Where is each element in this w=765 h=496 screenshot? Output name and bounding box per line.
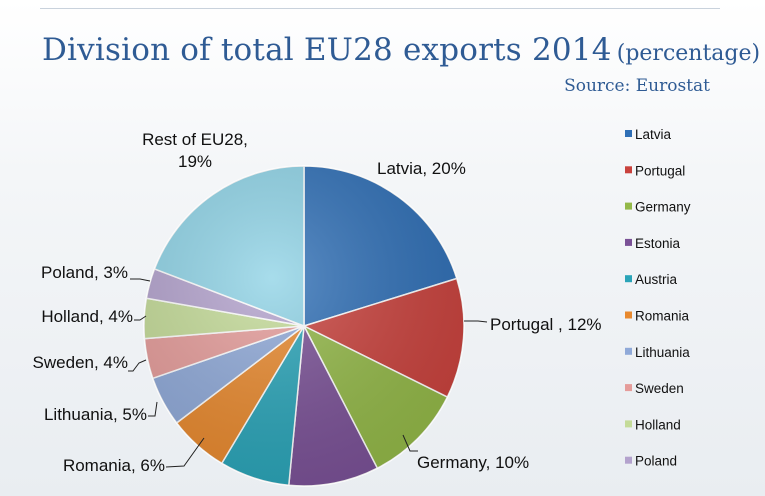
legend-swatch-germany (625, 202, 632, 210)
legend-label-romania: Romania (635, 309, 690, 324)
chart-title: Division of total EU28 exports 2014 (per… (42, 32, 760, 68)
legend-swatch-holland (625, 420, 632, 428)
legend-swatch-latvia (625, 130, 632, 137)
pie-slices (143, 165, 465, 487)
slice-label-germany: Germany, 10% (417, 453, 529, 472)
leader-line-portugal (464, 320, 488, 323)
legend-label-sweden: Sweden (635, 381, 684, 396)
title-main: Division of total EU28 exports 2014 (42, 32, 612, 68)
legend-swatch-austria (625, 275, 632, 283)
title-suffix: (percentage) (616, 41, 761, 66)
legend-label-poland: Poland (635, 454, 677, 469)
slice-label-latvia: Latvia, 20% (377, 159, 466, 178)
slice-label-holland: Holland, 4% (41, 307, 133, 326)
legend-label-portugal: Portugal (635, 163, 685, 178)
slice-label-lithuania: Lithuania, 5% (44, 405, 147, 424)
legend-swatch-poland (625, 456, 632, 464)
legend-label-germany: Germany (635, 200, 691, 215)
legend-label-holland: Holland (635, 417, 681, 432)
source-note: Source: Eurostat (564, 76, 710, 96)
slice-label-rest-of-eu28: Rest of EU28, 19% (142, 130, 248, 171)
legend-label-austria: Austria (635, 272, 678, 287)
legend-swatch-sweden (625, 384, 632, 392)
leader-line-romania (165, 437, 205, 468)
leader-line-poland (130, 278, 151, 282)
pie-shading (144, 166, 464, 486)
slice-label-sweden: Sweden, 4% (33, 353, 128, 372)
legend-label-latvia: Latvia (635, 127, 672, 142)
slice-labels: Latvia, 20% Portugal , 12% Germany, 10% Rom… (33, 130, 602, 475)
slice-label-poland: Poland, 3% (41, 263, 128, 282)
legend-swatch-lithuania (625, 347, 632, 355)
legend-label-estonia: Estonia (635, 236, 681, 251)
legend: Latvia Portugal Germany Estonia Austria Roman… (625, 127, 691, 469)
slice-label-portugal: Portugal , 12% (490, 315, 602, 334)
leader-line-holland (134, 315, 147, 321)
legend-label-lithuania: Lithuania (635, 345, 690, 360)
leader-line-germany (402, 434, 418, 452)
leader-line-lithuania (148, 401, 158, 417)
leader-line-sweden (128, 359, 147, 372)
slice-label-romania: Romania, 6% (63, 456, 165, 475)
legend-swatch-portugal (625, 166, 632, 174)
legend-swatch-romania (625, 311, 632, 319)
legend-swatch-estonia (625, 238, 632, 246)
top-divider-line (40, 8, 720, 9)
